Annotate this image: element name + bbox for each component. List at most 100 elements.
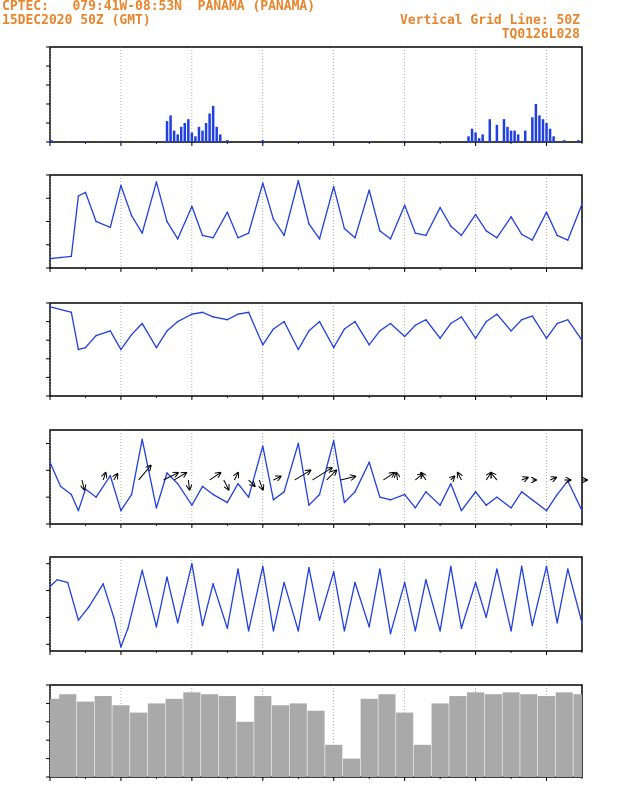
series-point	[308, 504, 310, 507]
wind-vector	[248, 479, 255, 486]
wind-vector	[103, 473, 105, 481]
wind-vector	[259, 479, 263, 490]
precip-bar	[545, 123, 548, 142]
series-point	[354, 490, 356, 493]
series-point	[379, 496, 381, 498]
cloud-bar	[502, 692, 520, 777]
series-point	[510, 630, 512, 632]
series-point	[297, 180, 300, 182]
series-point	[343, 227, 346, 230]
series-point	[56, 579, 58, 581]
precip-bar	[502, 119, 506, 142]
series-point	[474, 213, 477, 216]
panel-5	[46, 684, 583, 781]
series-line	[49, 180, 583, 260]
series-point	[449, 565, 452, 568]
series-point	[272, 328, 275, 330]
series-point	[318, 238, 321, 240]
header-station: CPTEC: 079:41W-08:53N PANAMA (PANAMA)	[2, 0, 316, 14]
series-point	[283, 320, 285, 323]
series-point	[272, 499, 275, 501]
series-point	[95, 220, 97, 223]
precip-bar	[194, 136, 197, 142]
wind-vector	[521, 478, 528, 480]
series-point	[283, 234, 285, 237]
precip-bar	[187, 119, 190, 142]
series-point	[460, 316, 463, 318]
series-point	[155, 181, 158, 183]
series-point	[141, 569, 144, 572]
series-line	[49, 563, 583, 648]
cloud-bar	[520, 694, 538, 777]
series-point	[510, 330, 512, 332]
series-point	[59, 485, 62, 488]
wind-vector	[82, 479, 84, 490]
cloud-bar	[112, 705, 130, 777]
series-point	[155, 626, 158, 628]
series-point	[212, 583, 214, 585]
wind-vector	[223, 479, 229, 490]
series-point	[556, 493, 558, 496]
series-point	[49, 257, 51, 260]
series-point	[520, 565, 523, 568]
precip-bar	[119, 141, 123, 142]
series-point	[354, 320, 356, 323]
series-point	[237, 568, 239, 570]
series-point	[581, 203, 583, 205]
series-point	[109, 330, 112, 332]
series-point	[141, 438, 144, 441]
series-point	[318, 493, 321, 496]
precip-bar	[531, 117, 534, 142]
precip-bar	[169, 115, 172, 142]
series-point	[212, 316, 214, 318]
wind-vector	[273, 476, 280, 480]
precip-bar	[477, 138, 481, 142]
panel-frame	[49, 46, 583, 143]
precip-bar	[474, 132, 477, 142]
series-point	[343, 501, 346, 504]
panel-frame	[49, 556, 583, 652]
cloud-bar	[289, 703, 307, 777]
series-point	[191, 313, 193, 315]
precip-bar	[534, 104, 538, 142]
wind-vector	[188, 479, 189, 490]
series-point	[201, 485, 204, 488]
series-point	[474, 337, 477, 340]
precip-bar	[190, 132, 194, 142]
series-point	[237, 236, 239, 239]
series-point	[474, 581, 477, 584]
series-point	[120, 646, 122, 648]
series-point	[166, 472, 168, 474]
precip-bar	[506, 126, 509, 142]
series-point	[212, 236, 214, 239]
series-line	[49, 306, 583, 351]
series-point	[545, 211, 548, 213]
series-point	[318, 619, 321, 621]
series-point	[403, 335, 406, 338]
precip-bar	[101, 141, 105, 142]
series-point	[141, 322, 144, 325]
series-point	[155, 507, 158, 509]
series-point	[485, 320, 488, 323]
series-point	[127, 627, 129, 629]
series-point	[77, 348, 80, 351]
series-point	[354, 581, 356, 584]
series-point	[262, 344, 264, 346]
series-point	[130, 493, 133, 496]
cloud-bar	[413, 744, 431, 777]
series-point	[496, 568, 498, 570]
precip-bar	[577, 140, 580, 142]
precip-bar	[176, 134, 179, 142]
series-point	[272, 630, 275, 632]
series-point	[389, 632, 392, 635]
precip-bar	[66, 141, 69, 142]
series-point	[155, 346, 158, 349]
series-point	[520, 318, 523, 321]
precip-bar	[155, 141, 158, 142]
series-point	[449, 482, 452, 485]
precip-bar	[137, 141, 140, 142]
series-point	[520, 490, 523, 493]
cloud-bar	[325, 744, 343, 777]
cloud-bar	[360, 698, 378, 777]
precip-bar	[524, 130, 527, 142]
